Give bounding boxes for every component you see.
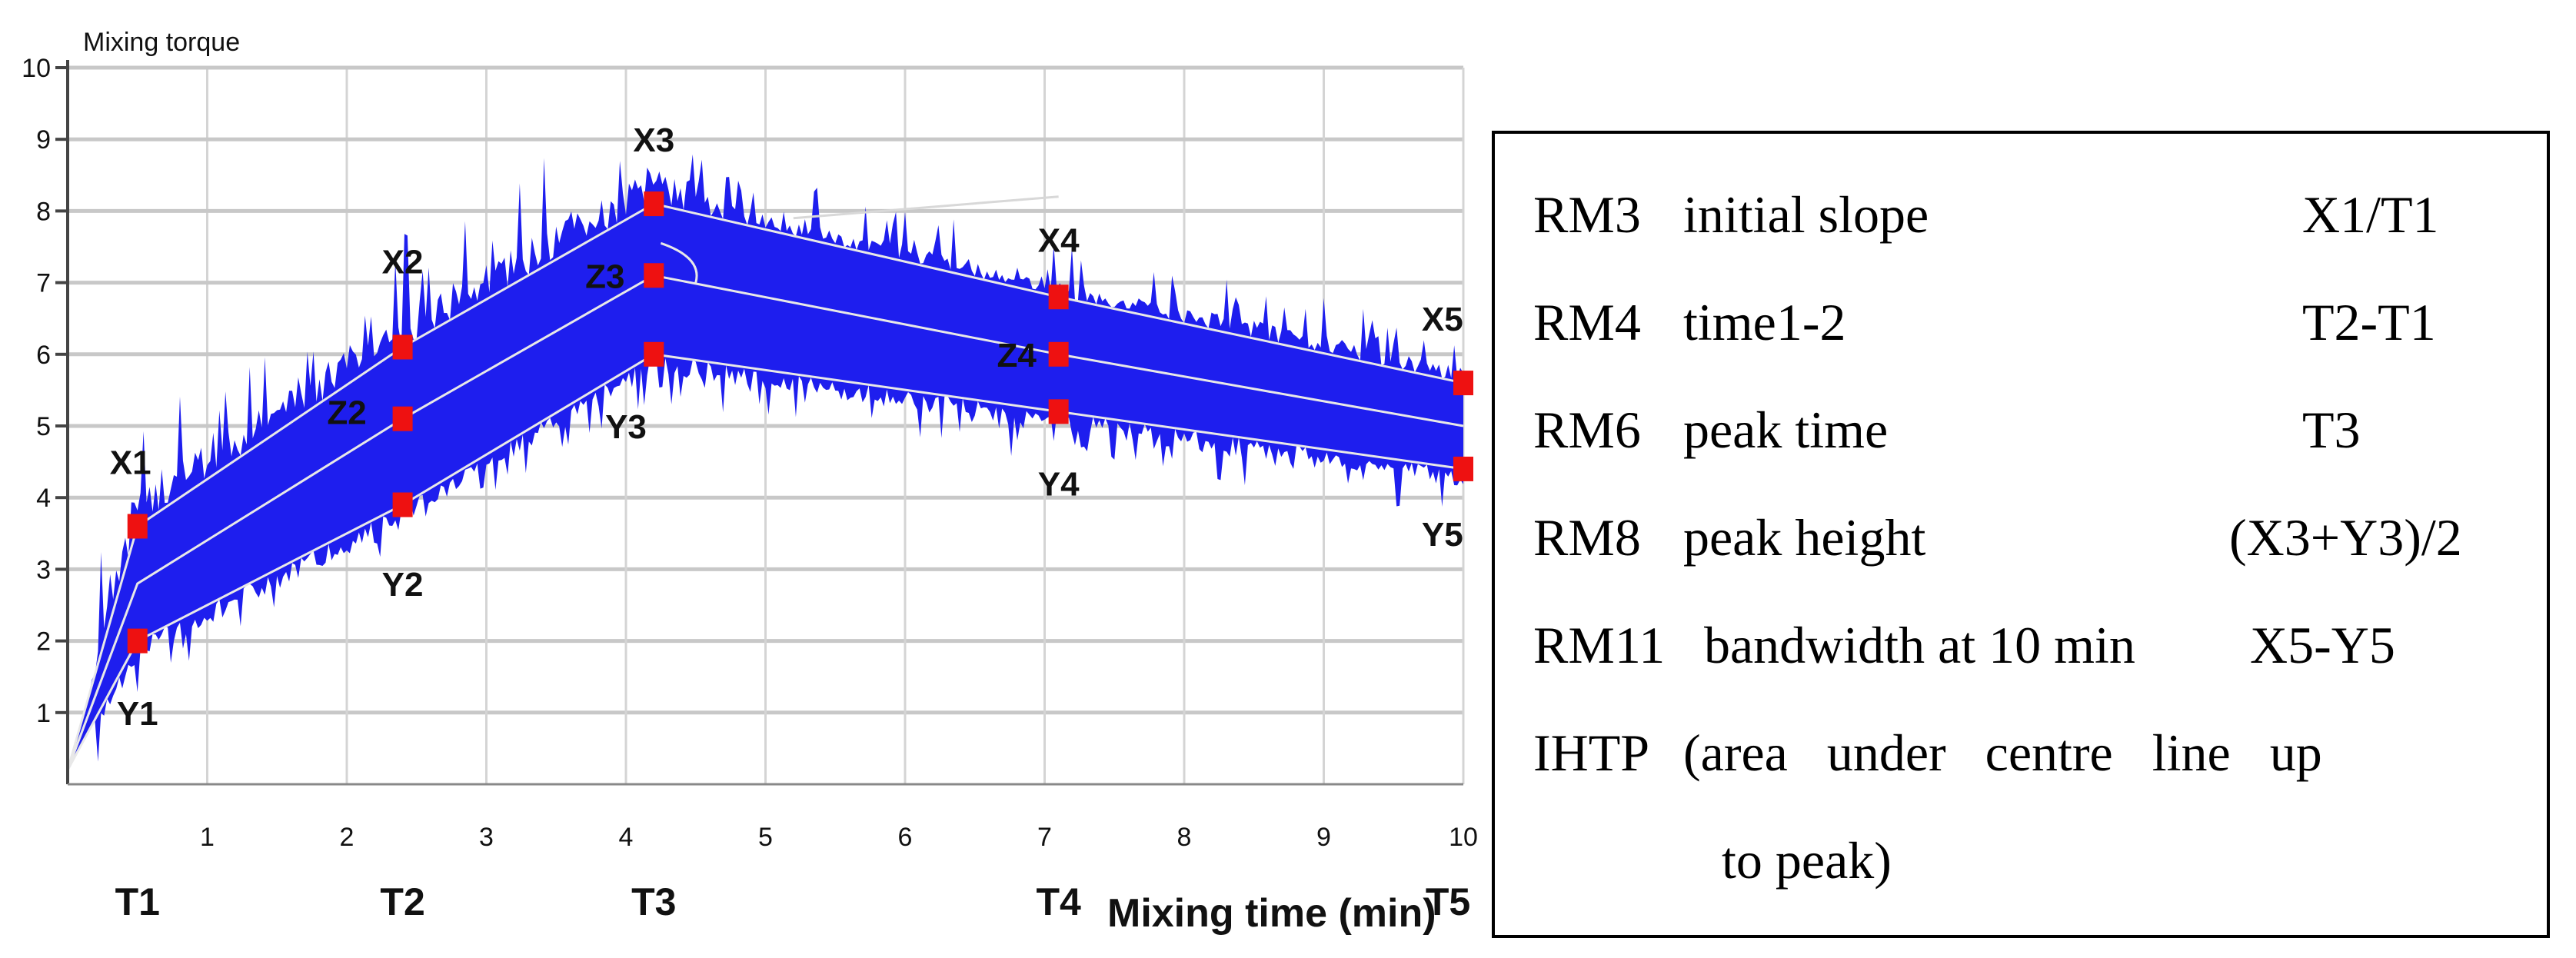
legend-row: IHTP (area under centre line up [1533, 718, 2516, 787]
x-tick-label: 7 [1037, 823, 1052, 852]
x-tick-label: 1 [200, 823, 215, 852]
lower-envelope-line [66, 353, 1464, 771]
x-tick-label: 4 [619, 823, 634, 852]
data-marker [644, 263, 664, 288]
time-label: T2 [380, 880, 424, 923]
parameter-legend: RM3 initial slope X1/T1 RM4 time1-2 T2-T… [1492, 131, 2550, 938]
y-tick-label: 2 [36, 627, 51, 657]
legend-formula: T2-T1 [2302, 293, 2436, 351]
y-tick-label: 4 [36, 484, 51, 513]
y-tick-label: 10 [22, 54, 51, 83]
legend-desc: initial slope [1683, 185, 1929, 244]
x-axis-title: Mixing time (min) [1107, 891, 1436, 936]
point-label: X1 [110, 444, 151, 482]
point-label: Y1 [117, 695, 158, 733]
y-tick-label: 9 [36, 125, 51, 155]
y-tick-label: 8 [36, 197, 51, 226]
point-label: X4 [1038, 222, 1080, 260]
legend-code: RM3 [1533, 185, 1641, 244]
data-markers [127, 191, 1473, 654]
y-tick-label: 3 [36, 555, 51, 584]
legend-code: IHTP [1533, 723, 1650, 782]
x-tick-label: 6 [898, 823, 913, 852]
legend-code: RM8 [1533, 508, 1641, 567]
point-label: Y5 [1422, 516, 1463, 554]
data-marker [1453, 456, 1473, 481]
upper-envelope-line [66, 202, 1464, 770]
x-tick-label: 5 [758, 823, 773, 852]
legend-formula: X1/T1 [2302, 185, 2439, 244]
legend-row: RM8 peak height (X3+Y3)/2 [1533, 503, 2516, 572]
tangent-line [793, 195, 1059, 220]
legend-desc: (area under centre line up [1683, 723, 2322, 782]
data-marker [1048, 341, 1069, 367]
x-tick-label: 10 [1449, 823, 1478, 852]
data-marker [392, 406, 413, 431]
point-label: X3 [633, 121, 674, 159]
data-marker [644, 341, 664, 367]
data-marker [392, 492, 413, 517]
y-tick-label: 5 [36, 412, 51, 441]
x-tick-label: 2 [340, 823, 354, 852]
point-label: X5 [1422, 301, 1463, 338]
time-label: T5 [1426, 880, 1470, 923]
data-marker [1048, 284, 1069, 310]
chart-axes: 1 2 3 4 5 6 7 8 9 10 1 2 3 4 5 6 7 8 9 10 Mixing torque Mixin… [22, 28, 1478, 936]
time-label: T4 [1036, 880, 1081, 923]
legend-desc: time1-2 [1683, 293, 1846, 351]
centre-line [66, 274, 1464, 770]
mixing-torque-chart: 1 2 3 4 5 6 7 8 9 10 1 2 3 4 5 6 7 8 9 10 Mixing torque Mixin… [22, 28, 1478, 936]
legend-row: RM11 bandwidth at 10 min X5-Y5 [1533, 610, 2516, 680]
y-tick-label: 6 [36, 341, 51, 370]
y-tick-label: 1 [36, 699, 51, 728]
x-tick-label: 9 [1316, 823, 1331, 852]
data-marker [127, 514, 148, 539]
data-marker [392, 334, 413, 360]
legend-code: RM6 [1533, 401, 1641, 459]
legend-code: RM11 [1533, 616, 1666, 674]
point-label: Y2 [382, 566, 424, 604]
y-tick-label: 7 [36, 269, 51, 298]
point-label: Z2 [327, 394, 366, 431]
legend-code: RM4 [1533, 293, 1641, 351]
time-label: T3 [631, 880, 676, 923]
legend-row: RM3 initial slope X1/T1 [1533, 180, 2516, 249]
y-axis-title: Mixing torque [83, 28, 240, 57]
point-label: Z3 [585, 258, 624, 295]
legend-formula: T3 [2302, 401, 2361, 459]
x-tick-label: 8 [1177, 823, 1192, 852]
legend-desc: bandwidth at 10 min [1704, 616, 2135, 674]
envelope-lines [66, 195, 1464, 771]
legend-desc: peak time [1683, 401, 1889, 459]
legend-desc-continued: to peak) [1722, 831, 1892, 890]
legend-row: RM6 peak time T3 [1533, 395, 2516, 464]
data-marker [644, 191, 664, 217]
data-marker [127, 628, 148, 654]
point-label: X2 [382, 244, 424, 281]
point-label: Y4 [1038, 466, 1080, 504]
chart-labels: X1 Y1 X2 Z2 Y2 X3 Z3 Y3 X4 Z4 Y4 X5 Y5 T1 T2 T3 T4 T5 [110, 121, 1470, 923]
legend-row: RM4 time1-2 T2-T1 [1533, 288, 2516, 357]
x-tick-label: 3 [479, 823, 494, 852]
point-label: Y3 [605, 408, 647, 446]
legend-row: to peak) [1533, 826, 2516, 895]
angle-arc [660, 241, 698, 284]
legend-desc: peak height [1683, 508, 1926, 567]
time-label: T1 [115, 880, 160, 923]
data-marker [1048, 399, 1069, 424]
point-label: Z4 [997, 337, 1037, 374]
legend-formula: (X3+Y3)/2 [2229, 508, 2462, 567]
data-marker [1453, 371, 1473, 396]
legend-formula: X5-Y5 [2250, 616, 2395, 674]
